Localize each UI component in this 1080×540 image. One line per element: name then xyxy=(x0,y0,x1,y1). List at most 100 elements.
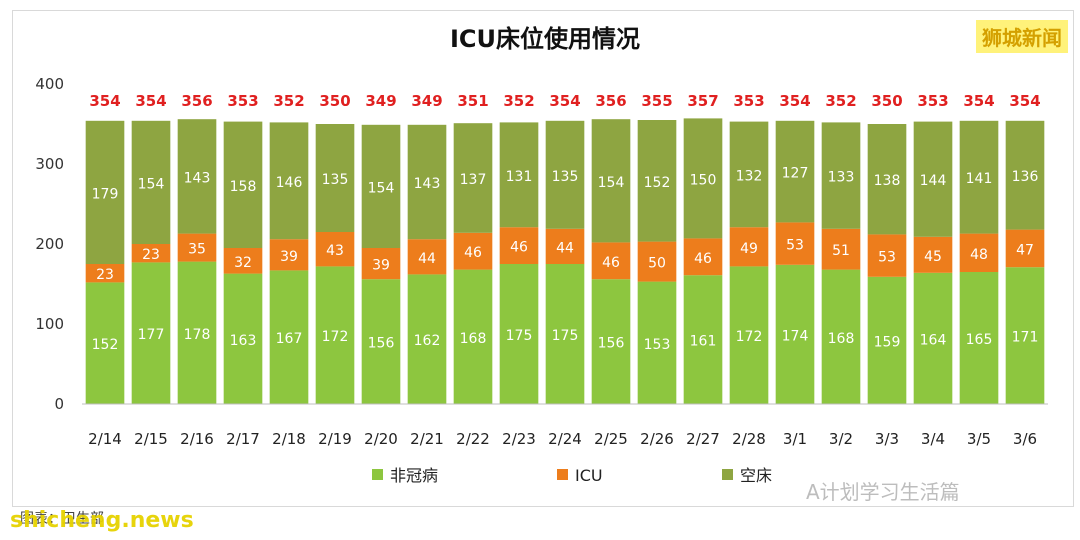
bar-segment xyxy=(177,261,217,404)
bar-segment xyxy=(959,233,999,272)
bar-value-label: 46 xyxy=(510,240,528,256)
bar-value-label: 154 xyxy=(598,175,625,191)
x-tick-label: 3/1 xyxy=(783,430,807,448)
bar-segment xyxy=(591,279,631,404)
bar-segment xyxy=(131,120,171,244)
total-label: 353 xyxy=(917,92,948,110)
bar-segment xyxy=(867,124,907,235)
x-tick-label: 2/16 xyxy=(180,430,214,448)
bars: 1522317935417723154354178351433561633215… xyxy=(85,92,1045,404)
source-text: 卫生部 xyxy=(62,511,104,527)
bar-value-label: 152 xyxy=(92,337,119,353)
bar-value-label: 161 xyxy=(690,334,717,350)
bar-segment xyxy=(361,124,401,248)
bar-segment xyxy=(499,264,539,404)
bar-segment xyxy=(85,282,125,404)
bar-segment xyxy=(867,276,907,404)
total-label: 354 xyxy=(89,92,120,110)
bar-segment xyxy=(269,239,309,271)
x-tick-label: 2/24 xyxy=(548,430,582,448)
bar-value-label: 47 xyxy=(1016,242,1034,258)
x-tick-label: 2/26 xyxy=(640,430,674,448)
bar-value-label: 131 xyxy=(506,169,533,185)
legend-label: 非冠病 xyxy=(390,466,438,485)
bar-value-label: 177 xyxy=(138,327,165,343)
bar-segment xyxy=(177,233,217,262)
x-tick-label: 2/20 xyxy=(364,430,398,448)
bar-value-label: 174 xyxy=(782,328,809,344)
bar-segment xyxy=(407,239,447,275)
source-prefix: 图表： xyxy=(20,511,62,527)
total-label: 354 xyxy=(963,92,994,110)
bar-value-label: 153 xyxy=(644,337,671,353)
bar-value-label: 137 xyxy=(460,172,487,188)
bar-segment xyxy=(775,264,815,404)
bar-segment xyxy=(315,232,355,267)
x-tick-label: 3/2 xyxy=(829,430,853,448)
x-tick-label: 3/3 xyxy=(875,430,899,448)
bar-value-label: 132 xyxy=(736,168,763,184)
bar-value-label: 154 xyxy=(368,180,395,196)
bar-segment xyxy=(453,123,493,233)
bar-segment xyxy=(913,272,953,404)
bar-value-label: 152 xyxy=(644,175,671,191)
bar-segment xyxy=(545,264,585,404)
bar-segment xyxy=(223,248,263,274)
total-label: 353 xyxy=(227,92,258,110)
bar-value-label: 46 xyxy=(602,255,620,271)
bar-segment xyxy=(1005,120,1045,230)
bar-value-label: 39 xyxy=(280,249,298,265)
y-tick-label: 100 xyxy=(35,315,64,333)
bar-value-label: 167 xyxy=(276,331,303,347)
bar-segment xyxy=(269,270,309,404)
x-tick-label: 2/17 xyxy=(226,430,260,448)
source-note: 图表：卫生部 xyxy=(20,508,104,528)
bar-value-label: 178 xyxy=(184,327,211,343)
bar-value-label: 164 xyxy=(920,332,947,348)
bar-segment xyxy=(453,269,493,404)
bar-value-label: 43 xyxy=(326,243,344,259)
bar-segment xyxy=(729,266,769,404)
bar-value-label: 53 xyxy=(878,250,896,266)
bar-segment xyxy=(407,124,447,240)
bar-value-label: 168 xyxy=(828,331,855,347)
bar-segment xyxy=(269,122,309,240)
bar-value-label: 171 xyxy=(1012,330,1039,346)
bar-value-label: 143 xyxy=(414,176,441,192)
bar-value-label: 35 xyxy=(188,242,206,258)
bar-segment xyxy=(85,120,125,264)
bar-value-label: 135 xyxy=(552,169,579,185)
y-axis: 0 100 200 300 400 xyxy=(35,75,64,413)
bar-value-label: 146 xyxy=(276,175,303,191)
bar-segment xyxy=(177,119,217,234)
y-tick-label: 0 xyxy=(54,395,64,413)
total-label: 350 xyxy=(871,92,902,110)
total-label: 353 xyxy=(733,92,764,110)
bar-segment xyxy=(867,234,907,277)
bar-value-label: 138 xyxy=(874,173,901,189)
bar-segment xyxy=(637,241,677,282)
total-label: 354 xyxy=(779,92,810,110)
bar-segment xyxy=(131,244,171,263)
bar-segment xyxy=(223,121,263,248)
bar-value-label: 175 xyxy=(552,328,579,344)
bar-value-label: 44 xyxy=(418,251,436,267)
bar-segment xyxy=(683,118,723,239)
bar-segment xyxy=(683,238,723,276)
bar-segment xyxy=(315,266,355,404)
x-tick-label: 2/23 xyxy=(502,430,536,448)
y-tick-label: 200 xyxy=(35,235,64,253)
legend-swatch xyxy=(372,469,383,480)
bar-value-label: 179 xyxy=(92,186,119,202)
bar-segment xyxy=(729,121,769,228)
bar-value-label: 150 xyxy=(690,172,717,188)
legend-swatch xyxy=(722,469,733,480)
bar-segment xyxy=(775,222,815,265)
total-label: 354 xyxy=(549,92,580,110)
bar-value-label: 172 xyxy=(322,329,349,345)
bar-value-label: 23 xyxy=(142,247,160,263)
legend-swatch xyxy=(557,469,568,480)
total-label: 352 xyxy=(825,92,856,110)
bar-segment xyxy=(499,227,539,264)
bar-value-label: 49 xyxy=(740,241,758,257)
